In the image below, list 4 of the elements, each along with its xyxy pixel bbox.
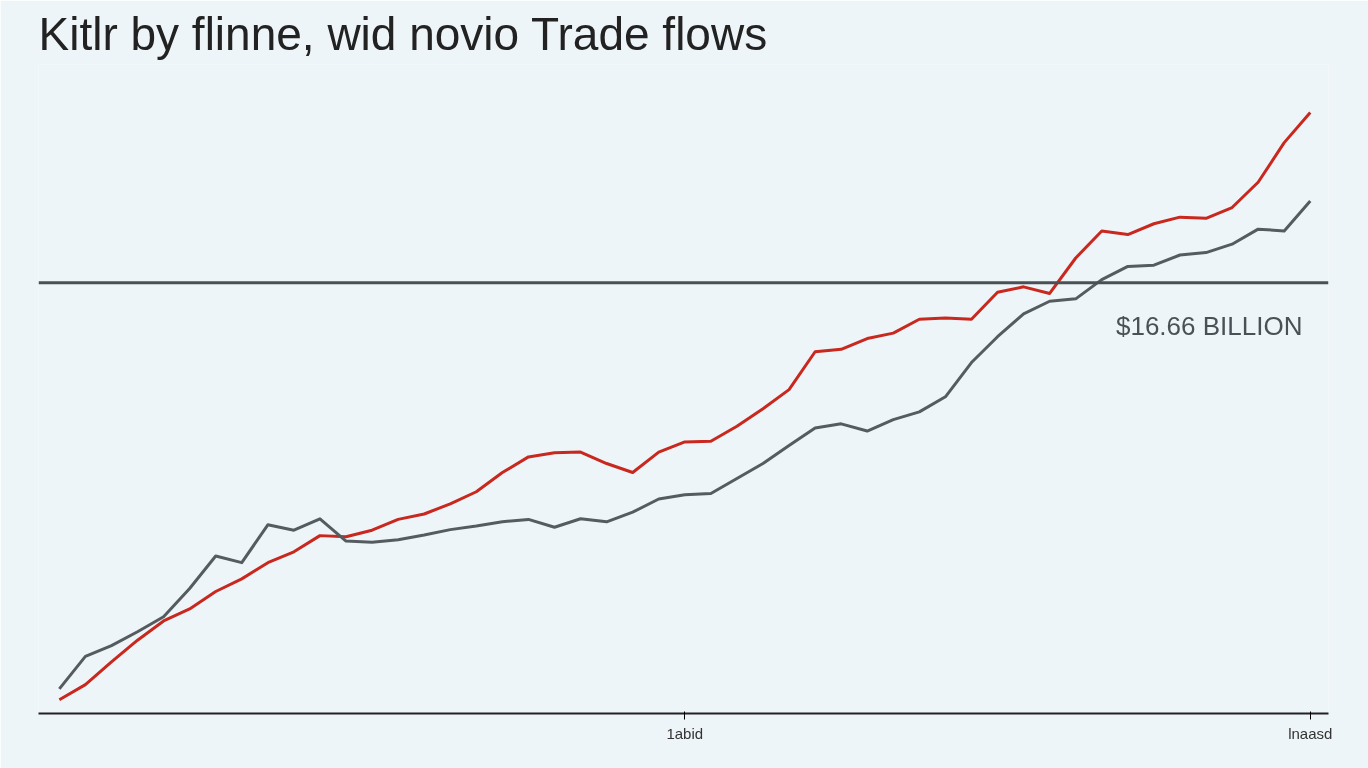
chart-title: Kitlr by flinne, wid novio Trade flows [38, 7, 768, 60]
ref-line-label: $16.66 BILLION [1115, 310, 1303, 341]
x-tick-label: lnaasd [1288, 724, 1333, 742]
x-tick-label: 1abid [666, 724, 704, 742]
